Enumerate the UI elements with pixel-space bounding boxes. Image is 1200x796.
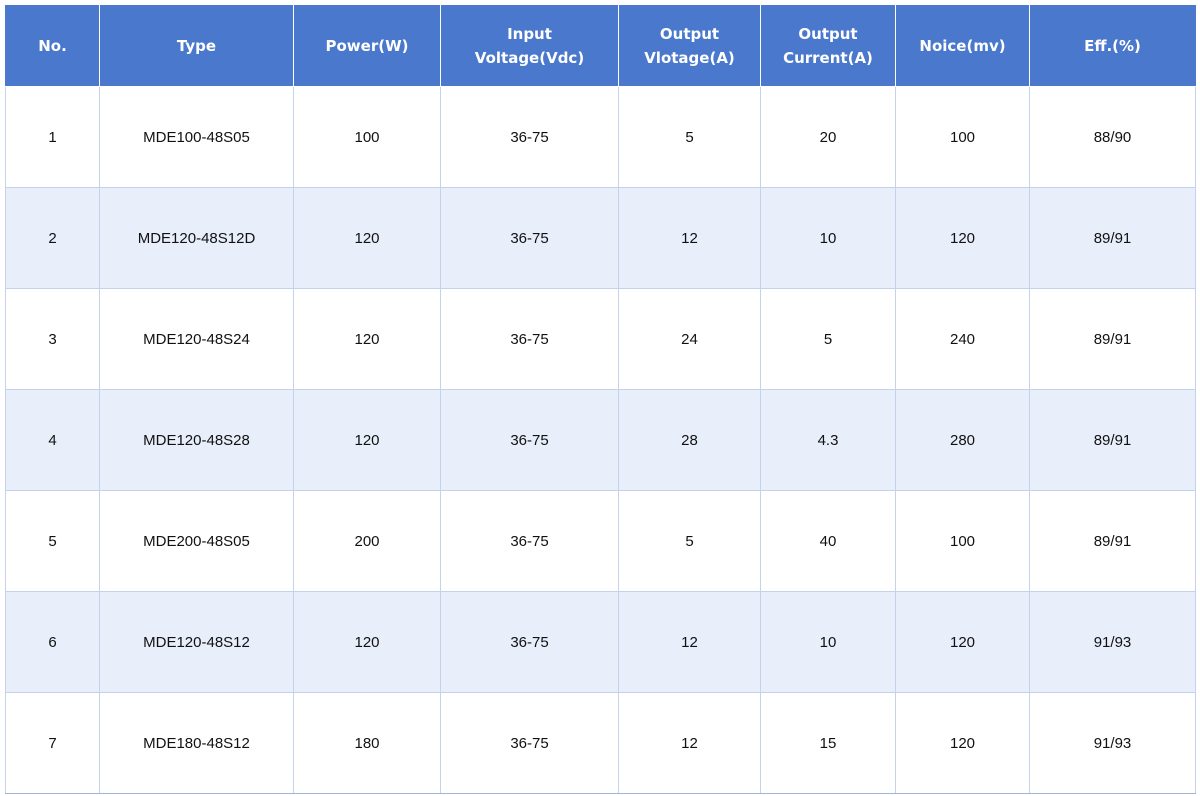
cell-output-current: 40 [760, 490, 896, 592]
cell-power: 120 [293, 187, 441, 289]
cell-input-voltage: 36-75 [440, 490, 619, 592]
header-row: No. Type Power(W) Input Voltage(Vdc) Out… [5, 5, 1196, 87]
cell-input-voltage: 36-75 [440, 288, 619, 390]
cell-output-current: 5 [760, 288, 896, 390]
cell-output-voltage: 5 [618, 490, 761, 592]
cell-noise: 120 [895, 591, 1030, 693]
cell-efficiency: 88/90 [1029, 86, 1196, 188]
spec-table: No. Type Power(W) Input Voltage(Vdc) Out… [5, 5, 1196, 794]
cell-output-voltage: 24 [618, 288, 761, 390]
column-header-label: Output Current(A) [783, 25, 873, 67]
spec-table-container: No. Type Power(W) Input Voltage(Vdc) Out… [5, 5, 1196, 794]
cell-power: 120 [293, 288, 441, 390]
cell-no: 3 [5, 288, 100, 390]
cell-type: MDE120-48S24 [99, 288, 294, 390]
column-header-label: Power(W) [325, 37, 409, 55]
cell-type: MDE200-48S05 [99, 490, 294, 592]
column-header-output-voltage: Output Vlotage(A) [618, 5, 761, 87]
cell-no: 7 [5, 692, 100, 794]
column-header-label: Eff.(%) [1084, 37, 1141, 55]
cell-efficiency: 89/91 [1029, 187, 1196, 289]
column-header-input-voltage: Input Voltage(Vdc) [440, 5, 619, 87]
cell-no: 2 [5, 187, 100, 289]
cell-input-voltage: 36-75 [440, 389, 619, 491]
cell-output-voltage: 5 [618, 86, 761, 188]
column-header-label: Output Vlotage(A) [644, 25, 735, 67]
cell-efficiency: 89/91 [1029, 490, 1196, 592]
cell-noise: 120 [895, 692, 1030, 794]
cell-power: 120 [293, 389, 441, 491]
cell-type: MDE120-48S12D [99, 187, 294, 289]
column-header-efficiency: Eff.(%) [1029, 5, 1196, 87]
cell-output-current: 10 [760, 591, 896, 693]
table-row: 6 MDE120-48S12 120 36-75 12 10 120 91/93 [5, 591, 1196, 693]
column-header-power: Power(W) [293, 5, 441, 87]
cell-efficiency: 91/93 [1029, 692, 1196, 794]
cell-no: 1 [5, 86, 100, 188]
cell-output-voltage: 12 [618, 187, 761, 289]
cell-output-voltage: 12 [618, 591, 761, 693]
cell-input-voltage: 36-75 [440, 591, 619, 693]
cell-type: MDE180-48S12 [99, 692, 294, 794]
cell-power: 180 [293, 692, 441, 794]
table-row: 7 MDE180-48S12 180 36-75 12 15 120 91/93 [5, 692, 1196, 794]
cell-power: 200 [293, 490, 441, 592]
cell-input-voltage: 36-75 [440, 692, 619, 794]
cell-type: MDE120-48S12 [99, 591, 294, 693]
cell-noise: 100 [895, 86, 1030, 188]
cell-output-voltage: 28 [618, 389, 761, 491]
cell-input-voltage: 36-75 [440, 187, 619, 289]
table-row: 3 MDE120-48S24 120 36-75 24 5 240 89/91 [5, 288, 1196, 390]
cell-no: 4 [5, 389, 100, 491]
column-header-label: Input Voltage(Vdc) [474, 25, 585, 67]
column-header-no: No. [5, 5, 100, 87]
cell-noise: 280 [895, 389, 1030, 491]
table-body: 1 MDE100-48S05 100 36-75 5 20 100 88/90 … [5, 86, 1196, 794]
table-row: 1 MDE100-48S05 100 36-75 5 20 100 88/90 [5, 86, 1196, 188]
column-header-output-current: Output Current(A) [760, 5, 896, 87]
cell-type: MDE120-48S28 [99, 389, 294, 491]
column-header-label: Type [176, 37, 217, 55]
cell-noise: 120 [895, 187, 1030, 289]
table-row: 4 MDE120-48S28 120 36-75 28 4.3 280 89/9… [5, 389, 1196, 491]
table-row: 2 MDE120-48S12D 120 36-75 12 10 120 89/9… [5, 187, 1196, 289]
cell-output-current: 20 [760, 86, 896, 188]
column-header-label: Noice(mv) [919, 37, 1006, 55]
cell-efficiency: 89/91 [1029, 288, 1196, 390]
cell-no: 6 [5, 591, 100, 693]
column-header-label: No. [38, 37, 67, 55]
cell-no: 5 [5, 490, 100, 592]
cell-output-current: 15 [760, 692, 896, 794]
cell-noise: 100 [895, 490, 1030, 592]
cell-power: 100 [293, 86, 441, 188]
table-row: 5 MDE200-48S05 200 36-75 5 40 100 89/91 [5, 490, 1196, 592]
cell-efficiency: 91/93 [1029, 591, 1196, 693]
cell-output-current: 10 [760, 187, 896, 289]
column-header-noise: Noice(mv) [895, 5, 1030, 87]
column-header-type: Type [99, 5, 294, 87]
cell-type: MDE100-48S05 [99, 86, 294, 188]
cell-power: 120 [293, 591, 441, 693]
cell-output-current: 4.3 [760, 389, 896, 491]
cell-efficiency: 89/91 [1029, 389, 1196, 491]
cell-output-voltage: 12 [618, 692, 761, 794]
cell-input-voltage: 36-75 [440, 86, 619, 188]
cell-noise: 240 [895, 288, 1030, 390]
